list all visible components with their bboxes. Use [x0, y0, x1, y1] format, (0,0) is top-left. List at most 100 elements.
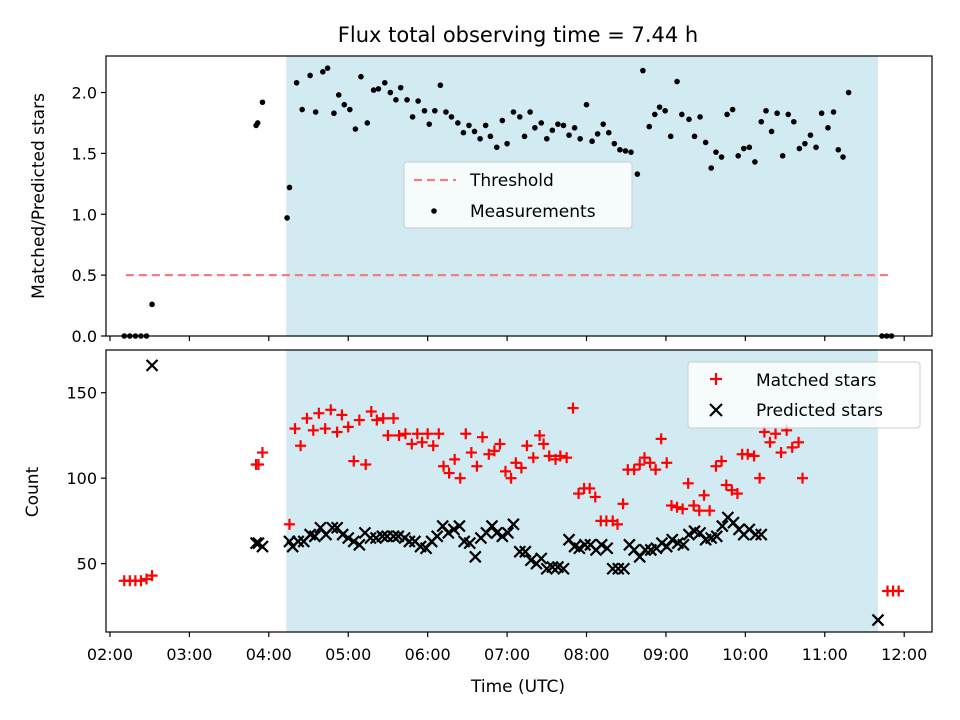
measurement-point: [527, 109, 533, 115]
y-tick-label: 2.0: [72, 84, 97, 103]
measurement-point: [437, 82, 444, 89]
matched-star-point: [638, 452, 650, 464]
x-tick-label: 11:00: [802, 645, 848, 664]
measurement-point: [758, 118, 765, 125]
matched-star-point: [710, 460, 722, 472]
measurement-point: [307, 72, 313, 79]
measurement-point: [763, 107, 769, 114]
predicted-star-point: [364, 531, 377, 545]
predicted-star-point: [341, 531, 355, 545]
matched-star-point: [754, 472, 766, 484]
y-tick-label: 100: [66, 469, 97, 488]
matched-star-point: [146, 570, 158, 582]
predicted-star-point: [716, 519, 729, 533]
matched-star-point: [399, 428, 411, 440]
predicted-star-point: [595, 538, 608, 552]
measurement-point: [370, 87, 377, 93]
measurement-point: [708, 165, 715, 171]
x-tick-label: 03:00: [166, 645, 212, 664]
matched-star-point: [377, 412, 389, 424]
measurement-point: [499, 117, 506, 124]
y-tick-label: 50: [77, 555, 97, 574]
measurement-point: [646, 123, 653, 130]
predicted-star-point: [490, 526, 504, 540]
measurement-point: [415, 98, 421, 104]
predicted-star-point: [387, 530, 400, 543]
measurement-point: [774, 110, 780, 117]
matched-star-point: [731, 488, 743, 500]
bottom-axes-frame: [105, 349, 933, 633]
x-tick-label: 06:00: [405, 645, 451, 664]
matched-star-point: [617, 498, 629, 510]
x-tick-label: 05:00: [325, 645, 371, 664]
measurement-point: [674, 78, 680, 85]
matched-star-point: [775, 447, 787, 459]
top-measurement-points: [121, 65, 895, 339]
measurement-point: [477, 135, 483, 142]
measurement-point: [589, 138, 595, 145]
matched-star-point: [494, 438, 506, 450]
matched-star-point: [584, 482, 596, 494]
measurement-point: [347, 106, 353, 113]
measurement-point: [634, 171, 641, 177]
matched-star-point: [770, 428, 782, 440]
measurement-point: [594, 131, 601, 137]
top-legend: Threshold Measurements: [403, 161, 633, 229]
matched-star-point: [688, 500, 700, 512]
matched-star-point: [655, 433, 667, 445]
matched-star-point: [319, 423, 331, 435]
predicted-star-point: [606, 562, 619, 576]
matched-star-point: [382, 429, 394, 441]
predicted-star-point: [507, 518, 520, 531]
matched-star-point: [698, 489, 710, 501]
matched-star-point: [476, 431, 488, 443]
x-tick-label: 10:00: [722, 645, 768, 664]
matched-star-point: [488, 445, 500, 457]
measurement-point: [768, 128, 775, 135]
matched-star-point: [135, 575, 147, 587]
matched-star-point: [449, 453, 461, 465]
measurement-point: [830, 109, 837, 115]
predicted-star-point: [308, 530, 322, 543]
measurement-point: [487, 133, 494, 140]
matched-star-point: [348, 455, 360, 467]
measurement-point: [718, 154, 725, 160]
measurement-point: [662, 107, 668, 114]
predicted-star-point: [578, 538, 592, 552]
matched-star-point: [573, 488, 585, 500]
measurement-point: [532, 125, 538, 131]
measurement-point: [299, 106, 305, 113]
predicted-star-point: [501, 526, 515, 540]
predicted-star-point: [469, 550, 482, 564]
measurement-point: [375, 86, 382, 92]
measurement-point: [746, 144, 753, 151]
predicted-star-point: [710, 530, 724, 543]
measurement-point: [387, 89, 394, 96]
measurement-point: [149, 301, 155, 308]
x-tick-label: 07:00: [484, 645, 530, 664]
matched-star-point: [454, 472, 466, 484]
matched-star-point: [797, 472, 809, 484]
matched-star-point: [283, 518, 295, 530]
predicted-star-point: [639, 543, 652, 557]
matched-star-point: [704, 505, 716, 517]
measurement-point: [432, 107, 438, 114]
matched-star-point: [665, 500, 677, 512]
matched-star-point: [521, 440, 533, 452]
y-tick-label: 0.0: [72, 327, 97, 346]
matched-star-point: [543, 450, 555, 462]
matched-star-point: [371, 414, 383, 426]
measurement-point: [284, 215, 290, 221]
predicted-star-point: [291, 535, 305, 548]
matched-star-point: [256, 447, 268, 459]
measurement-point: [605, 129, 612, 136]
measurement-point: [331, 110, 337, 117]
matched-star-point: [589, 491, 601, 503]
predicted-star-point: [453, 519, 466, 533]
matched-star-point: [411, 428, 423, 440]
matched-star-point: [388, 412, 400, 424]
measurement-point: [617, 146, 623, 153]
matched-star-point: [538, 438, 550, 450]
chart-title: Flux total observing time = 7.44 h: [338, 23, 698, 47]
matched-star-point: [301, 412, 313, 424]
